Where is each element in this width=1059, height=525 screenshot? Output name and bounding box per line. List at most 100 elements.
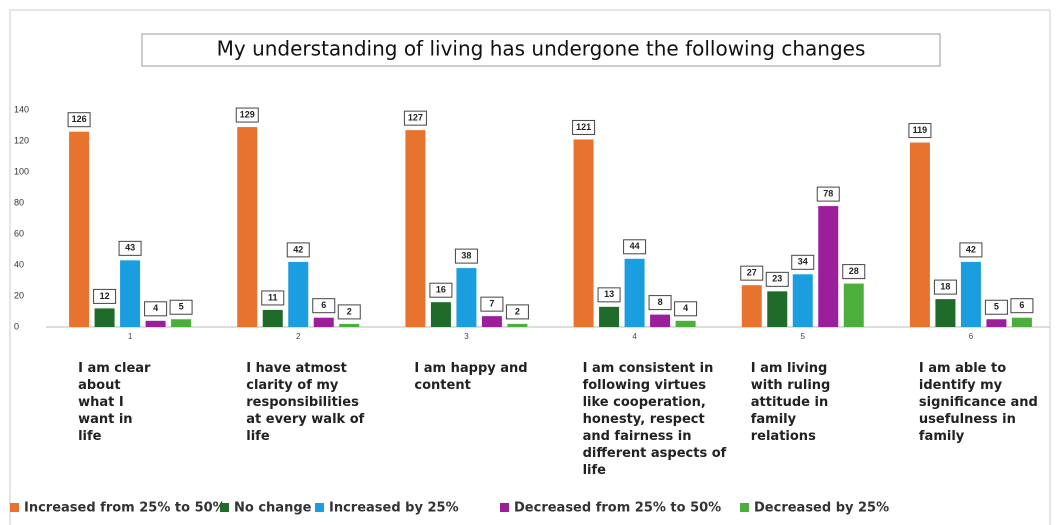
value-label-box [286,242,310,258]
value-label-box [933,279,957,295]
bar [339,323,360,327]
bar [767,291,788,327]
value-label: 42 [293,244,303,254]
value-label: 38 [461,250,471,260]
category-description: I am able to identify my significance an… [918,361,1038,444]
value-label: 2 [515,306,520,316]
x-tick-label: 6 [969,332,974,341]
bar [456,268,477,327]
legend-swatch [500,503,509,512]
value-label-box [1010,298,1034,314]
value-label-box [959,242,983,258]
value-label: 6 [321,300,326,310]
title-box [141,33,941,67]
value-label: 28 [849,266,859,276]
y-tick-label: 120 [14,135,29,145]
value-label: 13 [604,289,614,299]
chart-title: My understanding of living has undergone… [217,37,866,61]
value-label: 27 [747,268,757,278]
value-label: 11 [268,292,278,302]
value-label-box [765,271,789,287]
value-label-box [505,304,529,320]
bar [650,314,671,327]
legend-label: No change [234,501,312,516]
bar [573,139,594,327]
y-tick-label: 100 [14,166,29,176]
bar [986,319,1007,327]
value-label-box [842,264,866,280]
value-label: 121 [576,122,591,132]
bar [843,283,864,327]
bar [430,302,451,327]
bar [171,319,192,327]
value-label: 6 [1019,300,1024,310]
legend-label: Increased from 25% to 50% [24,501,226,516]
value-label: 119 [913,125,928,135]
bar [507,323,528,327]
value-label: 127 [408,113,423,123]
bar [741,285,762,327]
value-label-box [454,248,478,264]
x-tick-label: 4 [632,332,637,341]
value-label: 129 [240,109,255,119]
value-label-box [403,110,427,126]
value-label-box [791,254,815,270]
value-label: 126 [72,114,87,124]
bar [792,274,813,327]
bar [120,260,141,327]
y-tick-label: 40 [14,259,24,269]
value-label: 16 [436,285,446,295]
bar [481,316,502,327]
value-label-box [118,240,142,256]
value-label-box [480,296,504,312]
value-label: 34 [798,257,808,267]
y-tick-label: 140 [14,104,29,114]
value-label-box [144,301,168,317]
legend-swatch [10,503,19,512]
bar [1011,317,1032,327]
value-label-box [908,123,932,139]
value-label-box [337,304,361,320]
value-label: 18 [940,281,950,291]
bar [935,299,956,327]
bar [262,309,283,327]
value-label-box [261,290,285,306]
value-label-box [597,287,621,303]
value-label-box [429,282,453,298]
value-label-box [235,107,259,123]
value-label: 4 [683,303,688,313]
value-label: 7 [489,299,494,309]
value-label: 8 [658,297,663,307]
value-label-box [67,112,91,128]
value-label-box [312,298,336,314]
bar [624,258,645,327]
bar [69,131,90,327]
y-tick-label: 20 [14,290,24,300]
x-tick-label: 2 [296,332,301,341]
legend-label: Decreased from 25% to 50% [514,501,721,516]
value-label-box [169,299,193,315]
category-description: I am living with ruling attitude in fami… [750,361,831,444]
legend-label: Decreased by 25% [754,501,889,516]
x-tick-label: 3 [464,332,469,341]
bar [675,320,696,327]
chart-frame [9,9,1051,525]
y-tick-label: 80 [14,197,24,207]
legend-swatch [315,503,324,512]
value-label-box [816,186,840,202]
value-label: 42 [966,244,976,254]
value-label-box [984,299,1008,315]
value-label-box [93,288,117,304]
bar [405,130,426,327]
bar [909,142,930,327]
value-label: 4 [153,303,158,313]
value-label: 2 [347,306,352,316]
bar [237,127,258,327]
category-description: I am happy and content [414,361,528,393]
legend-swatch [220,503,229,512]
bar [599,306,620,327]
value-label-box [648,295,672,311]
value-label: 5 [179,302,184,312]
